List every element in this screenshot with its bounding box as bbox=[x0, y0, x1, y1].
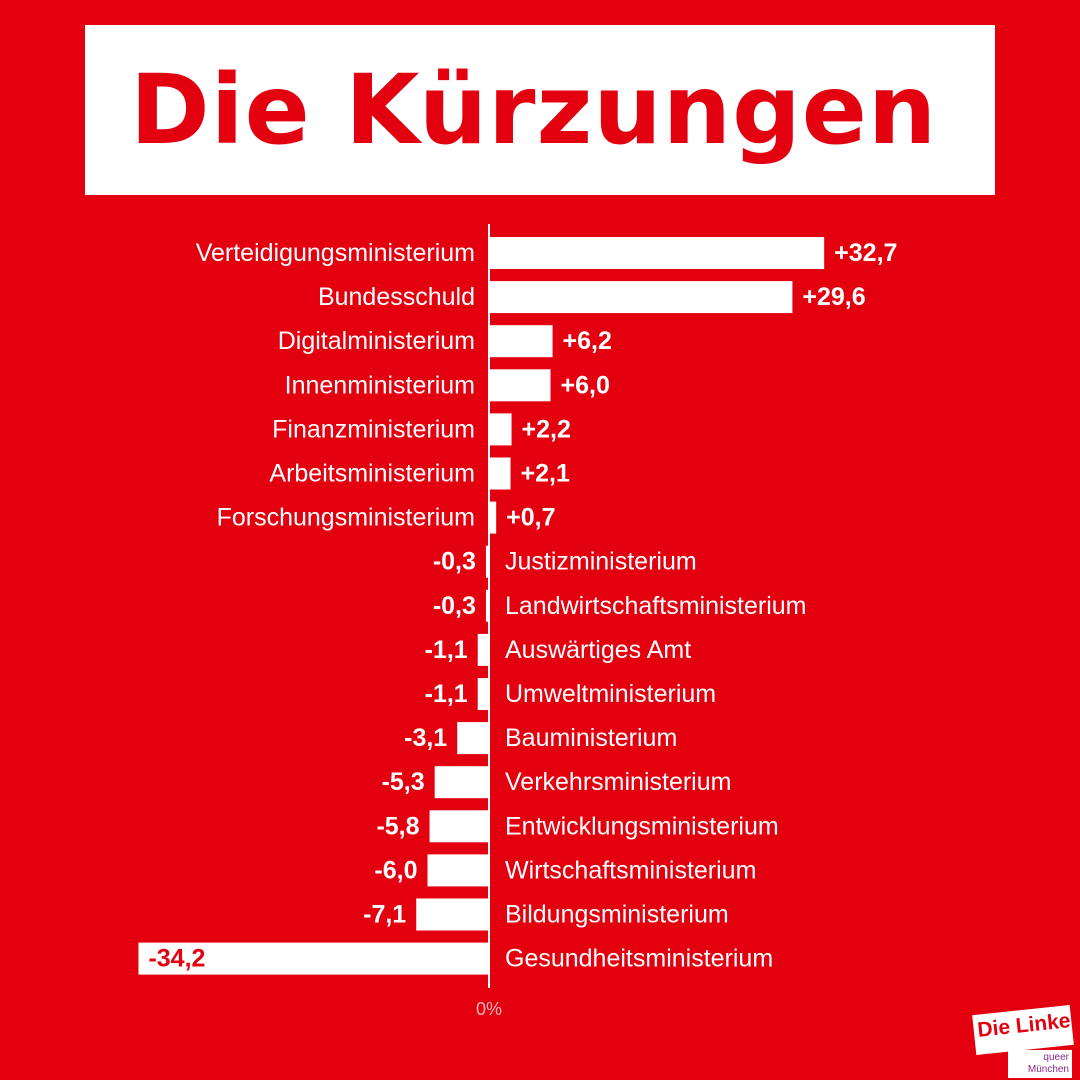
category-label: Innenministerium bbox=[285, 371, 475, 399]
category-label: Auswärtiges Amt bbox=[505, 636, 691, 664]
value-label: +6,2 bbox=[563, 327, 612, 355]
bar bbox=[489, 281, 793, 314]
category-label: Justizministerium bbox=[505, 548, 697, 576]
bar bbox=[434, 766, 489, 799]
bar bbox=[477, 633, 489, 666]
value-label: -34,2 bbox=[148, 945, 205, 973]
bar bbox=[427, 854, 489, 887]
bar bbox=[477, 678, 489, 710]
category-label: Bildungsministerium bbox=[505, 901, 729, 929]
value-label: +32,7 bbox=[834, 239, 897, 267]
bar bbox=[429, 810, 489, 843]
page-title: Die Kürzungen bbox=[130, 54, 938, 166]
value-label: -3,1 bbox=[404, 724, 447, 752]
bar bbox=[489, 325, 553, 358]
zero-axis-label: 0% bbox=[476, 999, 502, 1019]
value-label: -1,1 bbox=[425, 680, 468, 708]
logo-subtitle: queer München bbox=[1008, 1050, 1072, 1078]
logo-subtitle-line2: München bbox=[1027, 1064, 1069, 1075]
category-label: Digitalministerium bbox=[278, 327, 475, 355]
bar bbox=[489, 369, 551, 402]
category-label: Bundesschuld bbox=[318, 283, 475, 311]
value-label: +2,1 bbox=[521, 460, 570, 488]
bar bbox=[489, 413, 512, 446]
category-label: Finanzministerium bbox=[272, 415, 475, 443]
logo-subtitle-line1: queer bbox=[1043, 1052, 1069, 1063]
value-label: -5,8 bbox=[376, 812, 419, 840]
value-label: -5,3 bbox=[382, 768, 425, 796]
value-label: +2,2 bbox=[522, 415, 571, 443]
category-label: Entwicklungsministerium bbox=[505, 812, 779, 840]
value-label: +6,0 bbox=[561, 371, 610, 399]
bar bbox=[457, 722, 489, 755]
category-label: Wirtschaftsministerium bbox=[505, 856, 756, 884]
value-label: +29,6 bbox=[802, 283, 865, 311]
category-label: Gesundheitsministerium bbox=[505, 945, 773, 973]
bar bbox=[416, 898, 489, 931]
value-label: -0,3 bbox=[433, 548, 476, 576]
bar bbox=[138, 942, 489, 975]
category-label: Umweltministerium bbox=[505, 680, 716, 708]
category-label: Landwirtschaftsministerium bbox=[505, 592, 807, 620]
value-label: -6,0 bbox=[374, 856, 417, 884]
category-label: Verteidigungsministerium bbox=[196, 239, 475, 267]
bar bbox=[489, 457, 511, 490]
bar bbox=[489, 501, 497, 534]
value-label: -1,1 bbox=[425, 636, 468, 664]
value-label: -0,3 bbox=[433, 592, 476, 620]
bar bbox=[489, 237, 825, 269]
value-label: -7,1 bbox=[363, 901, 406, 929]
category-label: Verkehrsministerium bbox=[505, 768, 731, 796]
die-linke-logo: Die Linke queer München bbox=[972, 1004, 1076, 1078]
category-label: Forschungsministerium bbox=[217, 504, 475, 532]
bar bbox=[485, 589, 489, 622]
category-label: Bauministerium bbox=[505, 724, 677, 752]
value-label: +0,7 bbox=[506, 504, 555, 532]
title-banner: Die Kürzungen bbox=[85, 25, 995, 195]
bar bbox=[485, 545, 489, 578]
category-label: Arbeitsministerium bbox=[269, 460, 475, 488]
